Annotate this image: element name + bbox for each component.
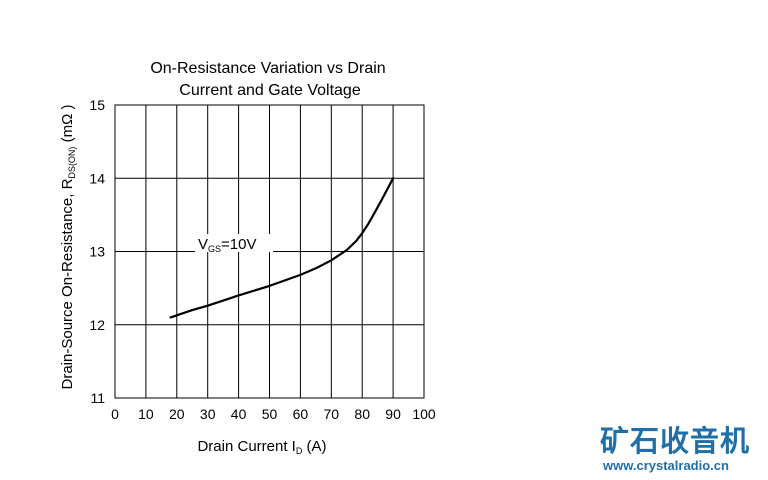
x-tick-label: 30	[200, 406, 216, 422]
x-axis-title: Drain Current ID (A)	[197, 438, 326, 456]
y-axis-title-unit: (mΩ )	[59, 105, 76, 147]
x-tick-label: 40	[231, 406, 247, 422]
watermark-chinese-text: 矿石收音机	[600, 424, 751, 458]
x-axis-title-main: Drain Current I	[197, 438, 295, 455]
x-tick-label: 80	[354, 406, 370, 422]
x-tick-label: 50	[262, 406, 278, 422]
x-tick-label: 100	[412, 406, 436, 422]
annotation-subscript: GS	[208, 244, 221, 254]
chart-title-line-1: On-Resistance Variation vs Drain	[150, 60, 385, 77]
y-tick-label: 11	[90, 390, 105, 406]
x-tick-label: 0	[111, 406, 119, 422]
x-tick-label: 60	[293, 406, 309, 422]
y-tick-label: 12	[89, 317, 105, 333]
x-tick-label: 20	[169, 406, 185, 422]
y-tick-labels: 11 12 13 14 15	[89, 97, 105, 406]
annotation-main: V	[198, 236, 208, 253]
y-tick-label: 14	[89, 170, 105, 186]
series-line-vgs-10v	[169, 177, 395, 319]
x-axis-title-unit: (A)	[302, 438, 326, 455]
y-axis-title-subscript: DS(ON)	[67, 147, 77, 179]
y-tick-label: 15	[89, 97, 105, 113]
x-tick-label: 10	[138, 406, 154, 422]
x-tick-labels: 0 10 20 30 40 50 60 70 80 90 100	[111, 406, 436, 422]
x-tick-label: 70	[324, 406, 340, 422]
plot-frame	[114, 104, 425, 399]
annotation-value: =10V	[221, 236, 256, 253]
series-annotation-vgs: VGS=10V	[198, 236, 256, 254]
x-axis-title-subscript: D	[296, 446, 303, 456]
watermark-url: www.crystalradio.cn	[603, 458, 729, 473]
chart-title-line-2: Current and Gate Voltage	[179, 82, 361, 99]
y-tick-label: 13	[89, 244, 105, 260]
y-axis-title-main: Drain-Source On-Resistance, R	[59, 178, 76, 389]
annotation-background	[195, 234, 273, 252]
x-tick-label: 90	[385, 406, 401, 422]
y-axis-title: Drain-Source On-Resistance, RDS(ON) (mΩ …	[59, 105, 77, 390]
